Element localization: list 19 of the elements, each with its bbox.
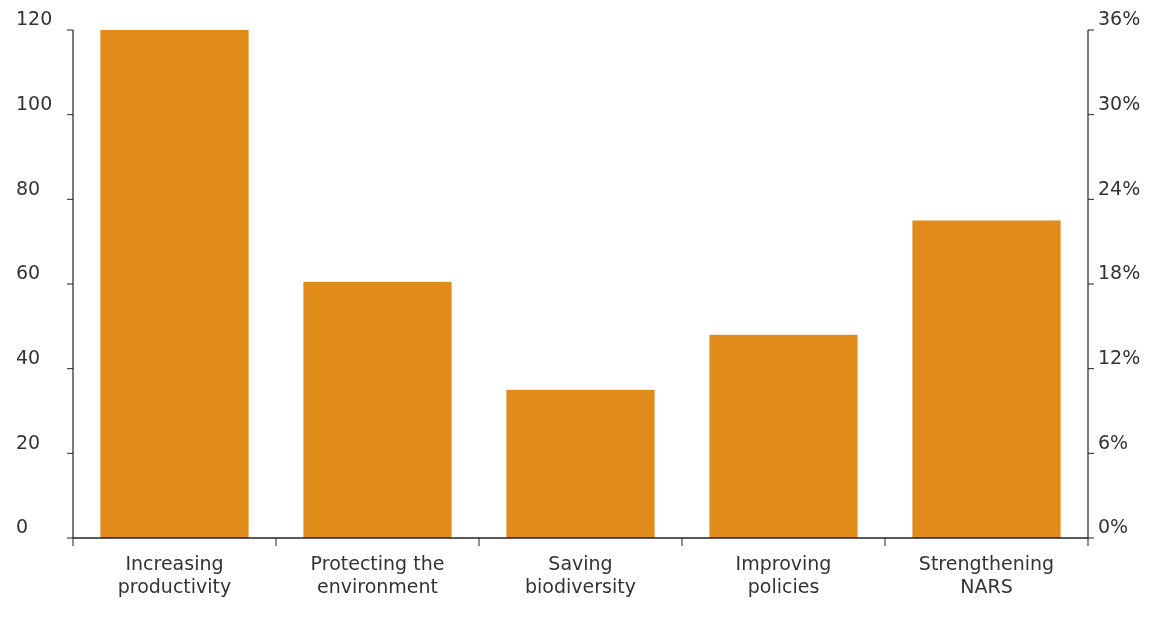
x-tick-label: Improving policies xyxy=(735,552,832,597)
x-tick-label: Increasing productivity xyxy=(117,552,232,597)
y-tick-label: 0 xyxy=(16,515,29,538)
y2-tick-label: 0% xyxy=(1098,515,1129,538)
y2-tick-label: 36% xyxy=(1098,7,1141,30)
y2-tick-label: 12% xyxy=(1098,345,1141,368)
y2-tick-label: 18% xyxy=(1098,261,1141,284)
y-tick-label: 120 xyxy=(16,7,53,30)
y2-tick-label: 30% xyxy=(1098,91,1141,114)
x-tick-label: Saving biodiversity xyxy=(525,552,636,597)
y-tick-label: 20 xyxy=(16,430,41,453)
x-tick-label: Protecting the environment xyxy=(310,552,445,597)
y-tick-label: 80 xyxy=(16,176,41,199)
x-tick-label: Strengthening NARS xyxy=(918,552,1055,597)
y-tick-label: 60 xyxy=(16,261,41,284)
y2-tick-label: 6% xyxy=(1098,430,1129,453)
y-tick-label: 100 xyxy=(16,91,53,114)
y-tick-label: 40 xyxy=(16,345,41,368)
y2-tick-label: 24% xyxy=(1098,176,1141,199)
